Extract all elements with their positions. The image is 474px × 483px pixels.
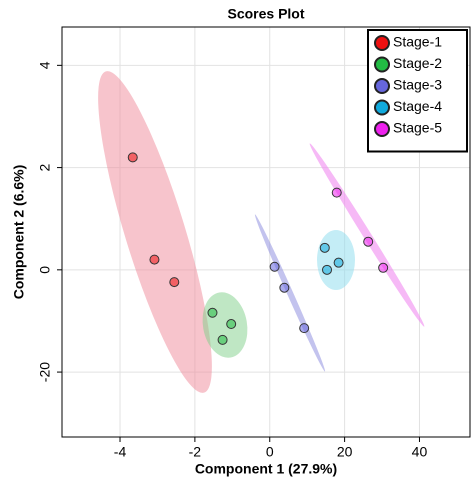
ellipse: [309, 143, 425, 327]
legend-swatch: [374, 99, 390, 116]
chart-title: Scores Plot: [227, 6, 304, 22]
point: [378, 262, 389, 273]
x-tick-label: 20: [337, 444, 353, 460]
point: [217, 334, 228, 345]
point: [207, 307, 218, 318]
y-tick-label: 4: [37, 61, 53, 69]
point: [279, 282, 290, 293]
legend-swatch: [374, 78, 390, 94]
x-tick-label: 40: [412, 444, 428, 460]
legend-label: Stage-4: [393, 98, 442, 114]
legend-label: Stage-2: [393, 55, 442, 71]
point: [319, 242, 330, 253]
legend-label: Stage-3: [393, 77, 442, 93]
legend-label: Stage-5: [393, 120, 442, 136]
y-tick-label: 0: [37, 266, 53, 274]
legend-swatch: [374, 56, 390, 73]
point: [226, 319, 237, 330]
x-tick-label: -2: [189, 444, 202, 460]
point: [363, 236, 374, 247]
y-axis-label: Component 2 (6.6%): [11, 165, 27, 300]
point: [169, 277, 180, 288]
legend-swatch: [374, 35, 390, 51]
point: [322, 264, 333, 275]
point: [333, 257, 344, 268]
x-tick-label: -4: [114, 444, 127, 460]
point: [331, 187, 342, 198]
y-tick-label: 2: [37, 163, 53, 171]
point: [299, 323, 310, 334]
x-axis-label: Component 1 (27.9%): [195, 461, 337, 477]
ellipse: [98, 71, 212, 393]
y-tick-label: -20: [37, 362, 53, 382]
x-tick-label: 0: [266, 444, 274, 460]
point: [127, 152, 138, 163]
legend-label: Stage-1: [393, 34, 442, 50]
plot-frame: [61, 26, 471, 438]
ellipse: [254, 214, 326, 372]
legend-swatch: [374, 121, 390, 137]
point: [149, 254, 160, 265]
point: [269, 261, 280, 272]
